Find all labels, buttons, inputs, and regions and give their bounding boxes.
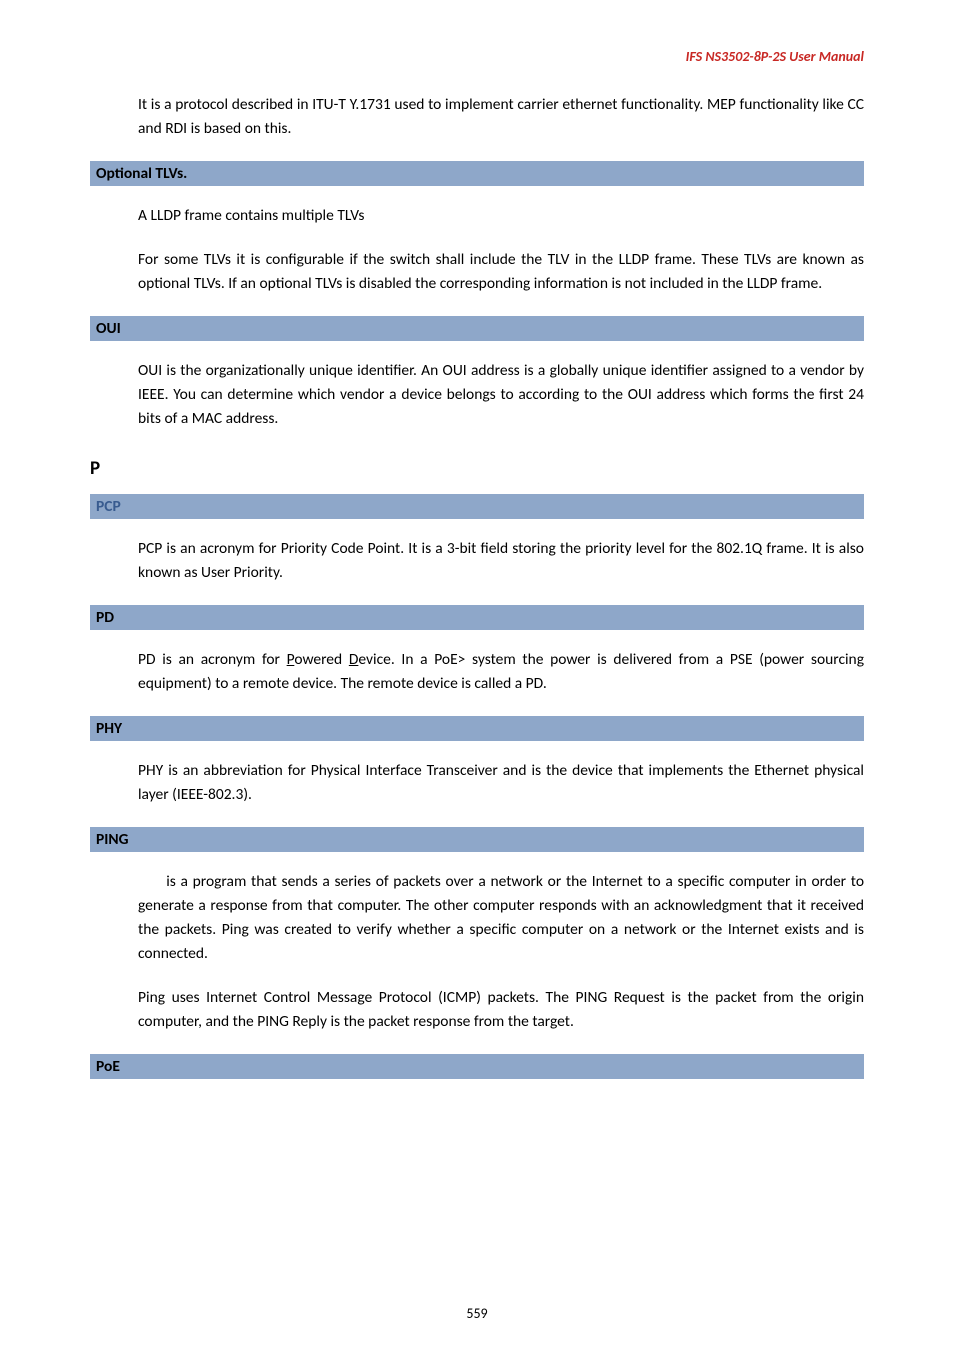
pd-underline-d: D — [349, 650, 359, 669]
pd-text-pre: PD is an acronym for — [138, 650, 287, 669]
heading-optional-tlvs: Optional TLVs. — [90, 161, 864, 186]
ping-p2: Ping uses Internet Control Message Proto… — [138, 986, 864, 1034]
heading-ping: PING — [90, 827, 864, 852]
phy-p1: PHY is an abbreviation for Physical Inte… — [138, 759, 864, 807]
page: IFS NS3502-8P-2S User Manual It is a pro… — [0, 0, 954, 1350]
heading-phy: PHY — [90, 716, 864, 741]
ping-p1: is a program that sends a series of pack… — [138, 870, 864, 966]
document-header: IFS NS3502-8P-2S User Manual — [90, 48, 864, 65]
heading-oui: OUI — [90, 316, 864, 341]
page-number: 559 — [0, 1305, 954, 1322]
heading-poe: PoE — [90, 1054, 864, 1079]
optional-tlvs-p2: For some TLVs it is configurable if the … — [138, 248, 864, 296]
intro-paragraph: It is a protocol described in ITU-T Y.17… — [138, 93, 864, 141]
pd-p1: PD is an acronym for Powered Device. In … — [138, 648, 864, 696]
heading-pd: PD — [90, 605, 864, 630]
pd-text-mid1: owered — [294, 650, 349, 669]
optional-tlvs-p1: A LLDP frame contains multiple TLVs — [138, 204, 864, 228]
section-letter-p: P — [90, 457, 864, 480]
pcp-label: PCP — [96, 497, 121, 516]
oui-p1: OUI is the organizationally unique ident… — [138, 359, 864, 431]
pcp-p1: PCP is an acronym for Priority Code Poin… — [138, 537, 864, 585]
heading-pcp: PCP — [90, 494, 864, 519]
